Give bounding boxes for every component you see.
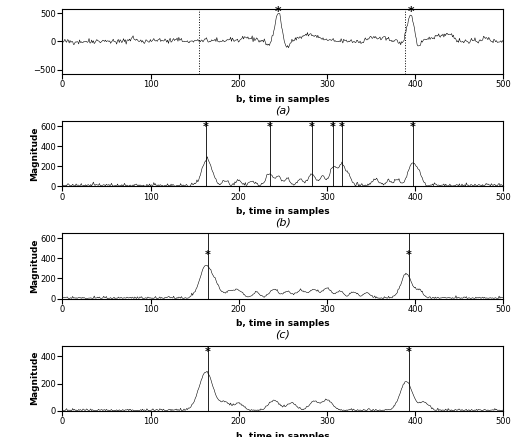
Text: *: *	[406, 347, 412, 357]
X-axis label: b, time in samples: b, time in samples	[236, 207, 330, 216]
Text: (c): (c)	[276, 329, 290, 340]
Text: *: *	[275, 5, 282, 18]
Text: *: *	[309, 122, 315, 132]
Text: (a): (a)	[275, 105, 291, 115]
Text: *: *	[406, 250, 412, 260]
Y-axis label: Magnitude: Magnitude	[30, 239, 39, 293]
Text: *: *	[267, 122, 272, 132]
Text: *: *	[339, 122, 345, 132]
X-axis label: b, time in samples: b, time in samples	[236, 319, 330, 329]
Text: *: *	[409, 122, 416, 132]
Text: *: *	[205, 347, 211, 357]
X-axis label: b, time in samples: b, time in samples	[236, 432, 330, 437]
Text: *: *	[407, 5, 414, 18]
X-axis label: b, time in samples: b, time in samples	[236, 95, 330, 104]
Y-axis label: Magnitude: Magnitude	[30, 126, 39, 181]
Text: *: *	[203, 122, 209, 132]
Text: *: *	[330, 122, 336, 132]
Text: (b): (b)	[275, 218, 291, 227]
Y-axis label: Magnitude: Magnitude	[30, 351, 39, 406]
Text: *: *	[205, 250, 211, 260]
